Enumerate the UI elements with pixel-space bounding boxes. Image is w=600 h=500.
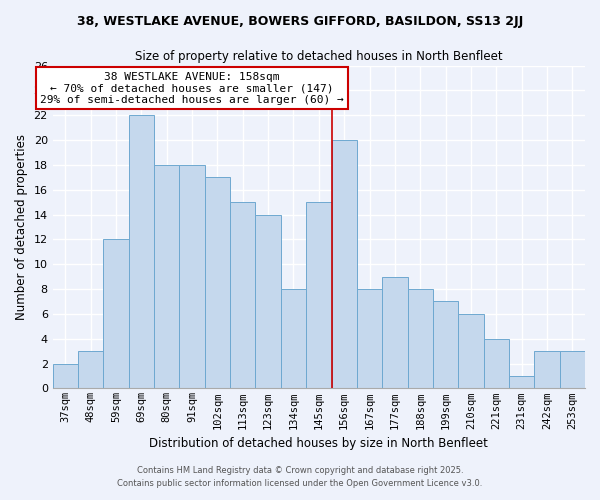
- Bar: [154, 165, 179, 388]
- Text: 38 WESTLAKE AVENUE: 158sqm
← 70% of detached houses are smaller (147)
29% of sem: 38 WESTLAKE AVENUE: 158sqm ← 70% of deta…: [40, 72, 344, 105]
- Bar: [78, 351, 103, 389]
- Bar: [407, 289, 433, 388]
- Text: 38, WESTLAKE AVENUE, BOWERS GIFFORD, BASILDON, SS13 2JJ: 38, WESTLAKE AVENUE, BOWERS GIFFORD, BAS…: [77, 15, 523, 28]
- Bar: [205, 178, 230, 388]
- Bar: [458, 314, 484, 388]
- Bar: [484, 338, 509, 388]
- Title: Size of property relative to detached houses in North Benfleet: Size of property relative to detached ho…: [135, 50, 503, 63]
- Bar: [509, 376, 535, 388]
- Bar: [357, 289, 382, 388]
- Bar: [332, 140, 357, 388]
- Bar: [103, 240, 129, 388]
- Bar: [535, 351, 560, 389]
- Bar: [281, 289, 306, 388]
- Bar: [179, 165, 205, 388]
- Bar: [382, 276, 407, 388]
- Text: Contains HM Land Registry data © Crown copyright and database right 2025.
Contai: Contains HM Land Registry data © Crown c…: [118, 466, 482, 487]
- Bar: [230, 202, 256, 388]
- Y-axis label: Number of detached properties: Number of detached properties: [15, 134, 28, 320]
- X-axis label: Distribution of detached houses by size in North Benfleet: Distribution of detached houses by size …: [149, 437, 488, 450]
- Bar: [256, 214, 281, 388]
- Bar: [53, 364, 78, 388]
- Bar: [433, 302, 458, 388]
- Bar: [129, 115, 154, 388]
- Bar: [306, 202, 332, 388]
- Bar: [560, 351, 585, 389]
